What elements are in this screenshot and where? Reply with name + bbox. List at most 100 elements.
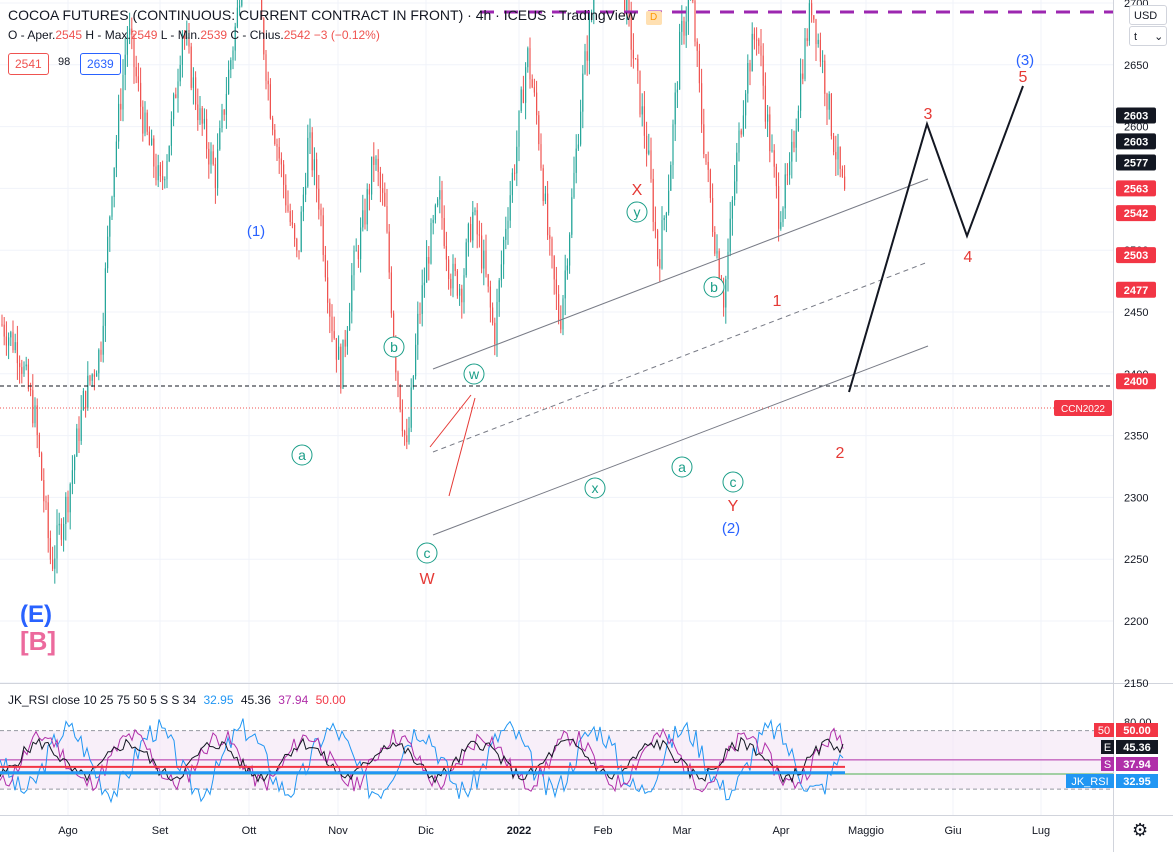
rsi-value-bg [1116,774,1158,788]
candle-body [476,210,478,235]
candle-body [421,285,423,314]
price-label-bg [1116,373,1156,390]
candle-body [23,366,25,374]
candle-body [197,104,199,121]
candle-body [16,342,18,364]
unit-select[interactable]: t ⌄ [1129,26,1167,46]
rsi-value-level: 50.00 [315,693,346,707]
candle-body [111,196,113,217]
candle-body [731,199,733,219]
rsi-tag: JK_RSI [1071,776,1108,788]
candle-body [300,211,302,252]
candle-body [780,222,782,229]
candle-body [173,94,175,120]
candle-body [157,165,159,181]
wave-circle [416,542,438,564]
candle-body [122,74,124,110]
candle-body [698,50,700,84]
candle-body [485,250,487,275]
candle-body [793,141,795,148]
candle-body [426,257,428,283]
candle-body [681,20,683,32]
candle-body [701,83,703,125]
wave-circle [626,201,648,223]
unit-value: t [1134,31,1138,43]
candle-body [96,373,98,377]
candle-body [511,172,513,196]
candle-body [775,166,777,187]
candle-body [575,148,577,173]
gear-icon[interactable]: ⚙ [1132,820,1149,840]
x-tick-label: Nov [328,825,348,837]
close-label: C - Chius. [230,28,284,42]
candle-body [49,538,51,560]
candle-body [151,138,153,146]
candle-body [412,376,414,388]
candle-body [47,502,49,539]
rsi-pane [0,718,1113,804]
ask-button[interactable]: 2639 [80,53,121,75]
candle-body [415,344,417,377]
candle-body [309,132,311,138]
candle-body [813,15,815,20]
wave-label-E: (E) [20,601,52,628]
candle-body [45,501,47,503]
candle-body [481,235,483,269]
wave-circle [703,276,725,298]
candle-body [661,220,663,269]
candle-body [104,268,106,326]
currency-select[interactable]: USD ⌄ [1129,5,1167,42]
candle-body [379,172,381,189]
wave-circle [291,444,313,466]
candle-body [386,206,388,232]
candle-body [753,33,755,40]
candle-body [353,250,355,276]
candle-body [745,93,747,116]
interval-badge[interactable]: D [645,11,662,25]
candle-body [736,152,738,182]
candle-body [448,259,450,279]
candle-body [58,523,60,526]
candle-body [800,73,802,111]
candle-body [1,324,3,326]
candle-body [500,264,502,281]
candle-body [234,26,236,51]
candle-body [159,165,161,177]
y-tick-label: 2600 [1124,122,1148,134]
y-tick-label: 2300 [1124,492,1148,504]
candle-body [815,19,817,45]
candle-body [278,146,280,159]
rsi-tag-bg [1101,757,1114,771]
candle-body [434,205,436,220]
candle-body [657,230,659,260]
candle-body [817,39,819,45]
candle-body [516,146,518,174]
candle-body [390,272,392,314]
candle-body [423,282,425,286]
open-value: 2545 [55,28,83,42]
candle-body [635,58,637,60]
candle-body [628,0,630,13]
wave-label-circled-a: a [298,447,306,463]
candle-body [192,77,194,88]
price-label-bg [1116,205,1156,222]
wave-label-red-5: 5 [1019,69,1028,86]
price-label-bg [1116,133,1156,150]
title-text: COCOA FUTURES (CONTINUOUS: CURRENT CONTR… [8,7,636,23]
wave-label-red-X: X [632,182,643,199]
candle-body [518,110,520,147]
candle-body [120,103,122,110]
candle-body [767,114,769,122]
candle-body [577,144,579,149]
price-label: 2542 [1124,208,1148,220]
candle-body [544,193,546,202]
candle-body [63,523,65,540]
bid-button[interactable]: 2541 [8,53,49,75]
candles [1,0,846,584]
candle-body [742,115,744,135]
candle-body [529,48,531,80]
chart-title: COCOA FUTURES (CONTINUOUS: CURRENT CONTR… [8,7,662,25]
candle-body [802,73,804,79]
